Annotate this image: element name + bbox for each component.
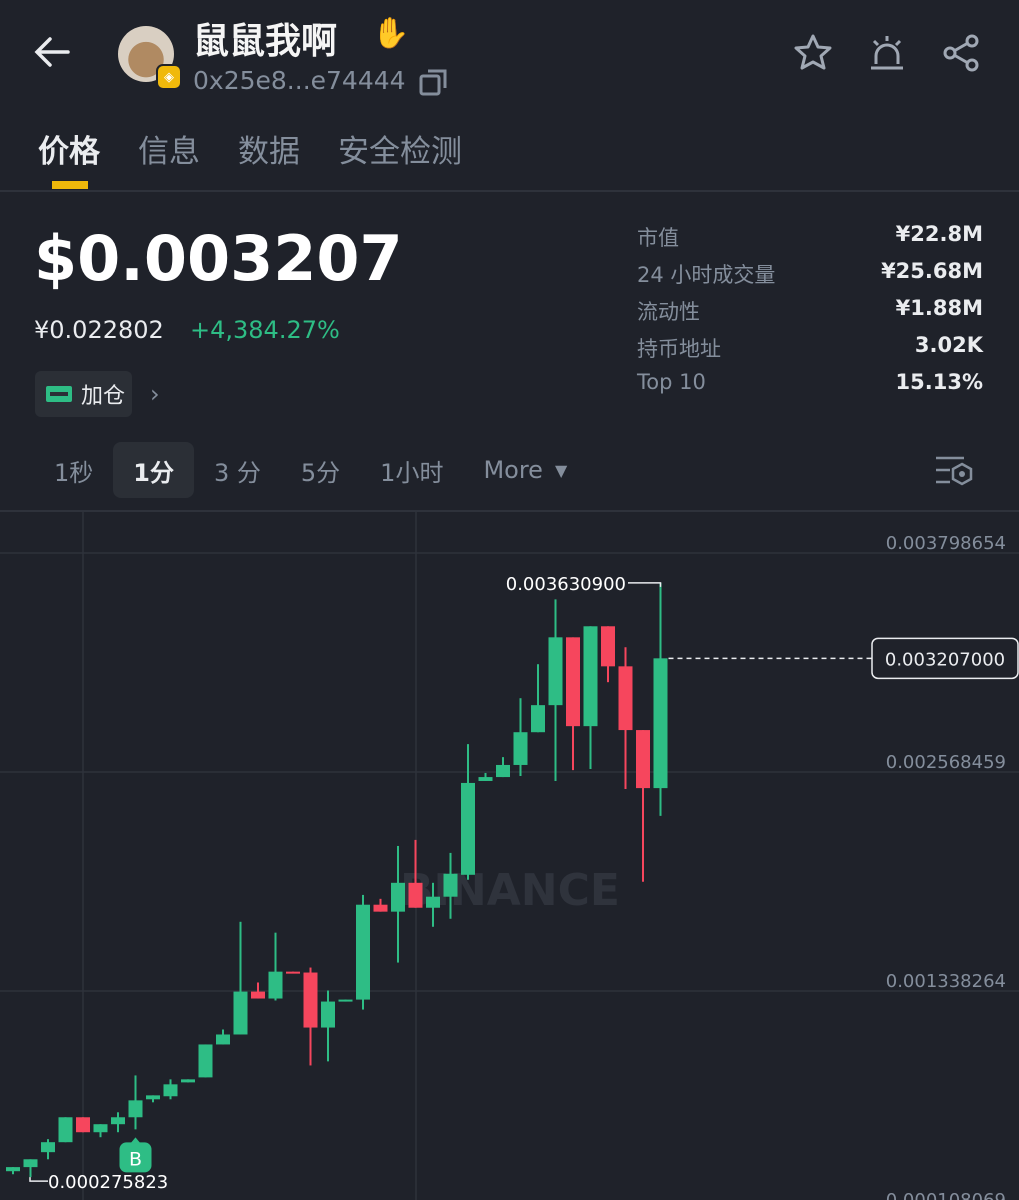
candle-body [233,991,248,1035]
candle-body [41,1142,55,1153]
stat-row: 持币地址 3.02K [637,333,983,361]
candlestick-chart[interactable]: 0.003798654 0.002568459 0.001338264 0.00010… [0,512,1019,1200]
timeframe-3m[interactable]: 3 分 [213,458,261,487]
price-usd: $0.003207 [34,222,403,295]
candle-body [146,1095,160,1100]
share-icon[interactable] [940,32,982,74]
candle-body [251,991,265,999]
candle-body [356,904,370,1000]
timeframe-more[interactable]: More ▼ [483,456,568,484]
candle-body [198,1044,213,1078]
candle-body [93,1124,108,1133]
y-tick-label: 0.002568459 [886,752,1006,773]
bnb-chain-icon: ◈ [156,64,182,90]
timeframe-1s[interactable]: 1秒 [54,458,94,487]
candle-body [513,732,528,765]
candle-body [128,1100,143,1118]
star-icon[interactable] [792,32,834,74]
wallet-icon [46,386,72,402]
candle-body [478,777,493,781]
active-tab-indicator [52,181,88,189]
candle-body [461,782,475,875]
candle-body [23,1159,38,1168]
low-marker-line [29,1177,48,1182]
buy-marker-pointer [130,1137,141,1144]
candle-body [391,882,405,912]
caret-down-icon: ▼ [554,460,568,480]
candle-body [583,626,598,727]
candle-body [303,972,318,1028]
candle-body [268,971,283,999]
chart-settings-icon[interactable] [934,452,974,488]
timeframe-1m[interactable]: 1分 [113,442,194,498]
candle-body [58,1117,73,1143]
candle-body [531,705,545,733]
buy-marker-label: B [129,1148,142,1170]
candle-body [636,730,650,789]
candle-body [618,666,633,731]
current-price-label: 0.003207000 [885,649,1005,670]
stat-row: Top 10 15.13% [637,370,983,394]
high-marker-line [628,582,662,587]
candle-body [426,896,440,908]
stat-row: 流动性 ¥1.88M [637,296,983,324]
add-position-button[interactable]: 加仓 [35,371,132,417]
price-cny: ¥0.022802 [34,316,164,344]
candle-body [338,999,353,1002]
candle-body [321,1001,335,1028]
candle-body [373,904,388,912]
chart-top-border [0,510,1019,512]
alarm-icon[interactable] [866,32,908,74]
wave-hand-icon: ✋ [372,16,410,51]
candle-body [408,882,423,908]
token-name: 鼠鼠我啊 [193,21,338,62]
tab-price[interactable]: 价格 [38,134,100,170]
candle-body [601,626,615,667]
chevron-right-icon[interactable]: › [150,380,160,408]
candle-body [653,658,668,789]
current-price-badge [871,637,1019,680]
y-tick-label: 0.000108069 [886,1190,1006,1200]
candle-body [548,637,563,706]
low-price-label: 0.000275823 [48,1172,168,1193]
candle-body [443,873,458,897]
timeframe-5m[interactable]: 5分 [300,458,341,487]
y-tick-label: 0.003798654 [886,533,1006,554]
stat-row: 24 小时成交量 ¥25.68M [637,259,983,287]
tab-data[interactable]: 数据 [238,134,300,170]
back-arrow-icon[interactable] [30,30,74,74]
high-price-label: 0.003630900 [506,574,626,595]
price-change: +4,384.27% [190,316,340,344]
timeframe-bar: 1秒 1分 3 分 5分 1小时 More ▼ [34,442,587,498]
y-tick-label: 0.001338264 [886,971,1006,992]
add-position-label: 加仓 [81,384,126,409]
candle-body [496,764,510,778]
copy-icon[interactable] [418,66,450,98]
candle-body [216,1034,230,1045]
candle-body [181,1079,195,1083]
timeframe-1h[interactable]: 1小时 [380,458,444,487]
stat-row: 市值 ¥22.8M [637,222,983,250]
candle-body [76,1117,90,1133]
candle-body [111,1117,125,1125]
candle-body [566,637,580,727]
candle-body [163,1084,178,1097]
candle-body [6,1167,20,1172]
tab-security[interactable]: 安全检测 [338,134,462,170]
contract-address: 0x25e8...e74444 [193,66,406,95]
token-stats: 市值 ¥22.8M 24 小时成交量 ¥25.68M 流动性 ¥1.88M 持币地址 3… [637,222,983,407]
buy-marker [119,1142,152,1173]
tab-info[interactable]: 信息 [138,134,200,170]
candle-body [286,971,300,974]
tab-bar: 价格 信息 数据 安全检测 [38,126,462,171]
divider [0,190,1019,192]
